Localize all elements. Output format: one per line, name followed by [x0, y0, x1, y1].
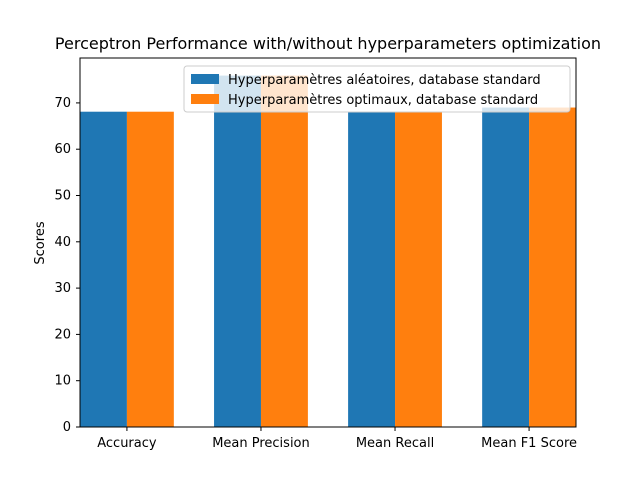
bars-group — [80, 75, 576, 428]
y-tick-label: 30 — [54, 281, 71, 296]
bar-series1-accuracy — [80, 111, 127, 428]
legend-label: Hyperparamètres aléatoires, database sta… — [228, 73, 541, 88]
bar-series2-accuracy — [126, 111, 174, 428]
axes-group: 0 10 20 30 40 50 60 70 Accuracy Mean Precision Mea… — [54, 57, 577, 451]
bar-series1-mean-f1-score — [482, 107, 530, 427]
bar-series2-mean-f1-score — [529, 107, 576, 427]
y-tick-label: 50 — [54, 189, 71, 204]
x-tick-label: Mean Recall — [356, 436, 434, 451]
y-tick-label: 10 — [54, 374, 71, 389]
x-tick-label: Mean Precision — [212, 436, 310, 451]
bar-series1-mean-recall — [348, 111, 396, 428]
y-tick-label: 20 — [54, 327, 71, 342]
chart-title: Perceptron Performance with/without hype… — [55, 34, 601, 53]
y-tick-label: 0 — [63, 420, 71, 435]
legend-label: Hyperparamètres optimaux, database stand… — [228, 93, 538, 108]
y-tick-label: 70 — [54, 96, 71, 111]
legend-box — [183, 65, 571, 113]
x-tick-label: Accuracy — [97, 436, 157, 451]
x-tick-label: Mean F1 Score — [481, 436, 577, 451]
legend-swatch — [191, 74, 219, 84]
y-tick-label: 40 — [54, 235, 71, 250]
y-axis-label: Scores — [33, 221, 48, 264]
bar-series2-mean-recall — [395, 111, 442, 428]
plot-frame — [79, 57, 577, 428]
y-tick-label: 60 — [54, 142, 71, 157]
legend-swatch — [191, 94, 219, 104]
legend: Hyperparamètres aléatoires, database sta… — [183, 65, 571, 113]
bar-series2-mean-precision — [260, 75, 308, 427]
bar-series1-mean-precision — [214, 75, 261, 427]
